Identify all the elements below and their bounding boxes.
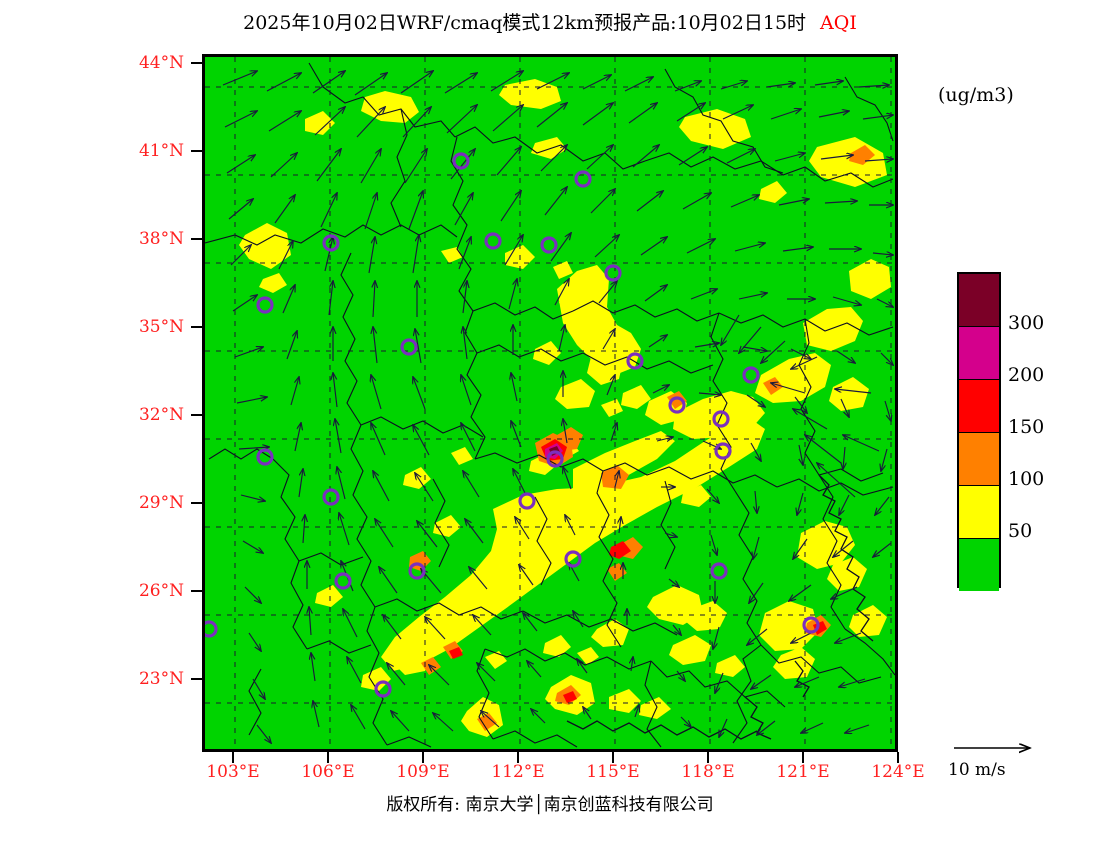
x-tick (897, 752, 899, 763)
y-axis-label-32n: 32°N (138, 405, 184, 425)
x-axis-label-103e: 103°E (206, 762, 260, 782)
x-axis-label-106e: 106°E (301, 762, 355, 782)
x-axis-label-115e: 115°E (586, 762, 640, 782)
copyright-footer: 版权所有: 南京大学│南京创蓝科技有限公司 (386, 795, 714, 815)
y-axis-label-44n: 44°N (138, 53, 184, 73)
x-axis-label-109e: 109°E (396, 762, 450, 782)
y-tick (191, 326, 202, 328)
wind-vector-field (222, 71, 893, 743)
x-axis-label-124e: 124°E (871, 762, 925, 782)
x-axis-label-112e: 112°E (491, 762, 545, 782)
colorbar-label-200: 200 (1008, 364, 1045, 386)
unit-label: (ug/m3) (938, 84, 1014, 106)
grid-lines (205, 57, 895, 749)
map-plot-area[interactable] (202, 54, 898, 752)
y-tick (191, 414, 202, 416)
y-axis-label-38n: 38°N (138, 229, 184, 249)
x-tick (422, 752, 424, 763)
x-tick (327, 752, 329, 763)
y-axis-label-41n: 41°N (138, 141, 184, 161)
colorbar-label-300: 300 (1008, 312, 1045, 334)
wind-key-label: 10 m/s (948, 760, 1006, 780)
city-markers (205, 152, 820, 698)
x-tick (232, 752, 234, 763)
aqi-heatmap[interactable] (202, 54, 898, 752)
y-tick (191, 502, 202, 504)
y-tick (191, 678, 202, 680)
x-tick (612, 752, 614, 763)
y-tick (191, 62, 202, 64)
colorbar-segment-200-300 (959, 326, 999, 379)
wind-scale-key: 10 m/s (948, 738, 1088, 788)
y-tick (191, 590, 202, 592)
colorbar (957, 272, 1001, 591)
colorbar-label-50: 50 (1008, 520, 1033, 542)
colorbar-label-100: 100 (1008, 468, 1045, 490)
y-axis-label-29n: 29°N (138, 493, 184, 513)
x-tick (802, 752, 804, 763)
colorbar-segment-50-100 (959, 485, 999, 538)
colorbar-segment-above300 (959, 274, 999, 326)
y-tick (191, 238, 202, 240)
title-variable: AQI (820, 12, 857, 34)
colorbar-label-150: 150 (1008, 416, 1045, 438)
y-axis-label-35n: 35°N (138, 317, 184, 337)
colorbar-segment-150-200 (959, 379, 999, 432)
y-axis-label-26n: 26°N (138, 581, 184, 601)
x-tick (517, 752, 519, 763)
page-title: 2025年10月02日WRF/cmaq模式12km预报产品:10月02日15时 A… (0, 8, 1100, 35)
x-axis-label-121e: 121°E (776, 762, 830, 782)
title-text: 2025年10月02日WRF/cmaq模式12km预报产品:10月02日15时 (243, 12, 807, 34)
map-canvas (205, 57, 895, 749)
wind-key-arrow-icon (954, 738, 1058, 762)
colorbar-segment-100-150 (959, 432, 999, 485)
x-tick (707, 752, 709, 763)
x-axis-label-118e: 118°E (681, 762, 735, 782)
y-tick (191, 150, 202, 152)
colorbar-segment-0-50 (959, 538, 999, 591)
y-axis-label-23n: 23°N (138, 669, 184, 689)
